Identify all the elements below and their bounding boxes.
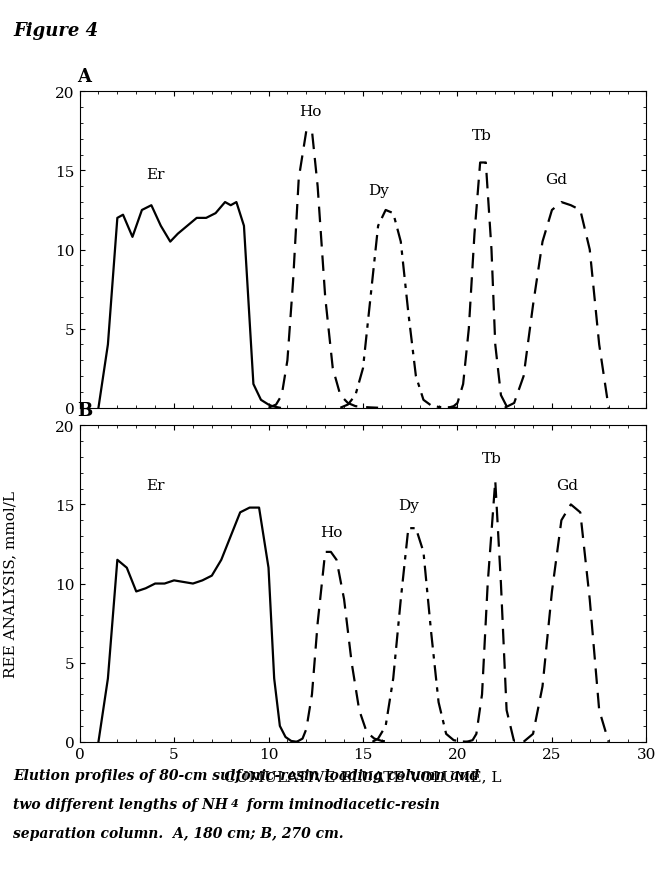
Text: Gd: Gd <box>556 479 578 493</box>
Text: B: B <box>77 401 92 420</box>
Text: Figure 4: Figure 4 <box>13 22 98 40</box>
Text: separation column.  A, 180 cm; B, 270 cm.: separation column. A, 180 cm; B, 270 cm. <box>13 826 344 840</box>
Text: Dy: Dy <box>368 184 389 198</box>
Text: form iminodiacetic-resin: form iminodiacetic-resin <box>242 797 440 811</box>
Text: A: A <box>77 68 91 86</box>
Text: 4: 4 <box>231 797 239 809</box>
Text: two different lengths of NH: two different lengths of NH <box>13 797 228 811</box>
Text: Tb: Tb <box>481 451 501 465</box>
Text: Er: Er <box>146 169 164 183</box>
Text: Ho: Ho <box>320 526 342 540</box>
Text: Er: Er <box>146 479 164 493</box>
Text: Dy: Dy <box>398 499 419 513</box>
Text: Ho: Ho <box>299 105 322 119</box>
Text: Gd: Gd <box>545 173 567 187</box>
Text: Tb: Tb <box>472 129 492 143</box>
Text: Elution profiles of 80-cm sulfonic-resin loading column and: Elution profiles of 80-cm sulfonic-resin… <box>13 768 479 782</box>
Text: REE ANALYSIS, mmol/L: REE ANALYSIS, mmol/L <box>3 491 17 677</box>
X-axis label: CUMULATIVE ELUATE VOLUME, L: CUMULATIVE ELUATE VOLUME, L <box>224 769 502 783</box>
